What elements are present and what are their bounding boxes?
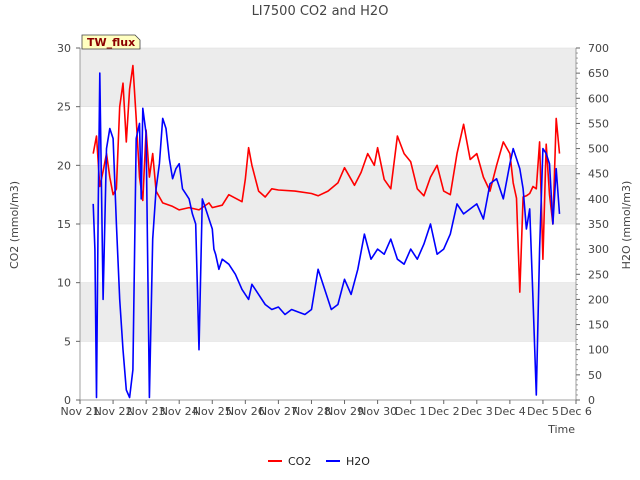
y-right-tick-label: 600 — [588, 92, 609, 105]
y-right-tick-label: 500 — [588, 143, 609, 156]
x-tick-label: Dec 5 — [527, 405, 559, 418]
y-left-tick-label: 30 — [57, 42, 71, 55]
x-tick-label: Nov 28 — [292, 405, 331, 418]
y-right-tick-label: 200 — [588, 293, 609, 306]
right-axis: 0 50 100 150 200 250 300 350 400 450 500 550 600 650 7… — [576, 42, 609, 407]
x-tick-label: Nov 23 — [127, 405, 166, 418]
grid-band — [80, 282, 576, 342]
y-left-tick-label: 15 — [57, 218, 71, 231]
y-right-tick-label: 450 — [588, 168, 609, 181]
x-tick-label: Nov 24 — [160, 405, 199, 418]
x-tick-label: Nov 30 — [358, 405, 397, 418]
y-right-tick-label: 250 — [588, 268, 609, 281]
y-right-tick-label: 300 — [588, 243, 609, 256]
y-axis-right-label: H2O (mmol/m3) — [620, 181, 633, 270]
flux-badge: TW_flux — [81, 34, 141, 50]
y-left-tick-label: 20 — [57, 159, 71, 172]
y-right-tick-label: 650 — [588, 67, 609, 80]
x-axis-label: Time — [547, 423, 575, 436]
y-right-tick-label: 150 — [588, 319, 609, 332]
y-right-tick-label: 400 — [588, 193, 609, 206]
badge-shape — [81, 34, 141, 50]
badge-label: TW_flux — [87, 36, 135, 49]
y-right-tick-label: 100 — [588, 344, 609, 357]
grid-band — [80, 48, 576, 107]
y-right-tick-label: 0 — [588, 394, 595, 407]
x-tick-label: Dec 1 — [395, 405, 427, 418]
series-layer — [92, 64, 561, 399]
x-tick-label: Nov 25 — [193, 405, 232, 418]
x-tick-label: Nov 22 — [94, 405, 133, 418]
legend-h2o-label: H2O — [346, 455, 370, 468]
x-tick-label: Dec 2 — [428, 405, 460, 418]
y-axis-left-label: CO2 (mmol/m3) — [8, 181, 21, 269]
x-tick-label: Dec 4 — [494, 405, 526, 418]
y-right-tick-label: 50 — [588, 369, 602, 382]
legend: CO2 H2O — [268, 455, 370, 468]
y-right-tick-label: 350 — [588, 218, 609, 231]
x-tick-label: Nov 29 — [325, 405, 364, 418]
x-tick-label: Nov 26 — [226, 405, 265, 418]
series-line-h2o — [92, 72, 561, 399]
y-right-tick-label: 550 — [588, 117, 609, 130]
x-tick-label: Dec 6 — [560, 405, 592, 418]
y-right-tick-label: 700 — [588, 42, 609, 55]
y-left-tick-label: 25 — [57, 101, 71, 114]
chart-title: LI7500 CO2 and H2O — [252, 4, 389, 19]
x-tick-label: Nov 21 — [61, 405, 100, 418]
x-tick-label: Dec 3 — [461, 405, 493, 418]
y-left-tick-label: 0 — [64, 394, 71, 407]
left-axis: 0 5 10 15 20 25 30 — [57, 42, 80, 407]
x-tick-label: Nov 27 — [259, 405, 298, 418]
y-left-tick-label: 5 — [64, 335, 71, 348]
y-left-tick-label: 10 — [57, 277, 71, 290]
legend-co2-label: CO2 — [288, 455, 311, 468]
series-line-co2 — [92, 64, 561, 293]
